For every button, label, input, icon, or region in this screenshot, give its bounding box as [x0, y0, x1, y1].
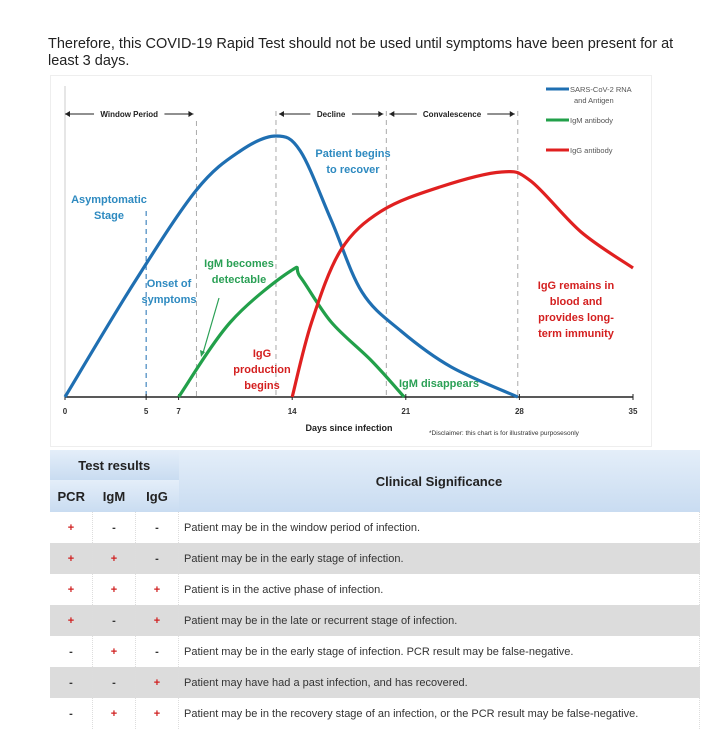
igg-result: +	[135, 574, 179, 605]
pcr-result: -	[50, 636, 93, 667]
phase-label-bg	[310, 108, 352, 120]
significance-text: Patient may be in the early stage of inf…	[178, 636, 700, 667]
annotation-igg_remains: blood and	[550, 296, 603, 308]
table-row: - + - Patient may be in the early stage of …	[50, 636, 700, 667]
annotation-onset: symptoms	[141, 294, 196, 306]
phase-label-bg	[416, 108, 488, 120]
arrowhead-icon	[200, 350, 205, 357]
pcr-header: PCR	[50, 480, 93, 512]
annotation-asymptomatic: Asymptomatic	[71, 194, 147, 206]
igm-result: +	[92, 698, 136, 729]
x-tick-label: 35	[629, 407, 638, 416]
x-tick-label: 5	[144, 407, 149, 416]
table-row: + - + Patient may be in the late or recurre…	[50, 605, 700, 636]
chart-svg: 0 5 7 14 21 28 35 Days since infection *Disclaim…	[63, 85, 638, 437]
x-tick-label: 28	[515, 407, 524, 416]
table-row: + + - Patient may be in the early stage of …	[50, 543, 700, 574]
igg-result: +	[135, 605, 179, 636]
phase-label-bg	[94, 108, 165, 120]
phase-label: Convalescence	[423, 110, 482, 119]
x-tick-label: 21	[401, 407, 410, 416]
pcr-result: +	[50, 543, 93, 574]
legend-label: SARS-CoV-2 RNA	[570, 85, 632, 94]
annotation-igg_begin: production	[233, 364, 291, 376]
phase-label: Decline	[317, 110, 346, 119]
significance-text: Patient may have had a past infection, a…	[178, 667, 700, 698]
igg-result: -	[135, 636, 179, 667]
igm-header: IgM	[92, 480, 136, 512]
pcr-result: -	[50, 667, 93, 698]
pcr-result: -	[50, 698, 93, 729]
igm-result: -	[92, 605, 136, 636]
igg-result: -	[135, 543, 179, 574]
significance-text: Patient may be in the window period of i…	[178, 512, 700, 543]
series-line-0	[63, 134, 519, 399]
pcr-result: +	[50, 574, 93, 605]
legend-label: IgM antibody	[570, 116, 613, 125]
x-axis-label: Days since infection	[305, 423, 392, 433]
phase-label: Window Period	[100, 110, 158, 119]
legend-label: IgG antibody	[570, 146, 613, 155]
significance-text: Patient is in the active phase of infect…	[178, 574, 700, 605]
legend-label: and Antigen	[574, 96, 614, 105]
significance-text: Patient may be in the early stage of inf…	[178, 543, 700, 574]
significance-text: Patient may be in the recovery stage of …	[178, 698, 700, 729]
annotation-igm_gone: IgM disappears	[399, 378, 479, 390]
igg-result: +	[135, 698, 179, 729]
intro-text: Therefore, this COVID-19 Rapid Test shou…	[48, 36, 674, 69]
annotation-igm_detect: IgM becomes	[204, 258, 274, 270]
igm-result: +	[92, 636, 136, 667]
table-row: + - - Patient may be in the window period o…	[50, 512, 700, 543]
igm-result: +	[92, 543, 136, 574]
series-line-2	[290, 169, 634, 398]
annotation-igm_detect: detectable	[212, 274, 266, 286]
table-row: - - + Patient may have had a past infection…	[50, 667, 700, 698]
series-line-1	[177, 265, 406, 399]
annotation-recover: to recover	[326, 164, 380, 176]
annotation-igg_begin: IgG	[253, 348, 271, 360]
annotation-recover: Patient begins	[315, 148, 390, 160]
x-tick-label: 7	[176, 407, 181, 416]
table-row: - + + Patient may be in the recovery stage …	[50, 698, 700, 729]
igg-header: IgG	[135, 480, 179, 512]
annotation-igg_remains: term immunity	[538, 328, 615, 340]
test-results-table: Test results Clinical Significance PCR I…	[50, 450, 700, 729]
antibody-timeline-chart: 0 5 7 14 21 28 35 Days since infection *Disclaim…	[50, 75, 652, 447]
igm-result: -	[92, 667, 136, 698]
clinical-significance-header: Clinical Significance	[178, 450, 700, 512]
igm-result: +	[92, 574, 136, 605]
annotation-asymptomatic: Stage	[94, 210, 124, 222]
pointer-arrow	[202, 297, 220, 354]
pcr-result: +	[50, 512, 93, 543]
annotation-igg_remains: IgG remains in	[538, 280, 615, 292]
pcr-result: +	[50, 605, 93, 636]
significance-text: Patient may be in the late or recurrent …	[178, 605, 700, 636]
annotation-igg_remains: provides long-	[538, 312, 614, 324]
test-results-header: Test results	[50, 450, 179, 480]
x-tick-label: 14	[288, 407, 297, 416]
x-tick-label: 0	[63, 407, 68, 416]
igg-result: +	[135, 667, 179, 698]
igm-result: -	[92, 512, 136, 543]
annotation-onset: Onset of	[147, 278, 192, 290]
table-row: + + + Patient is in the active phase of inf…	[50, 574, 700, 605]
annotation-igg_begin: begins	[244, 380, 279, 392]
disclaimer: *Disclaimer: this chart is for illustrat…	[429, 430, 580, 437]
igg-result: -	[135, 512, 179, 543]
